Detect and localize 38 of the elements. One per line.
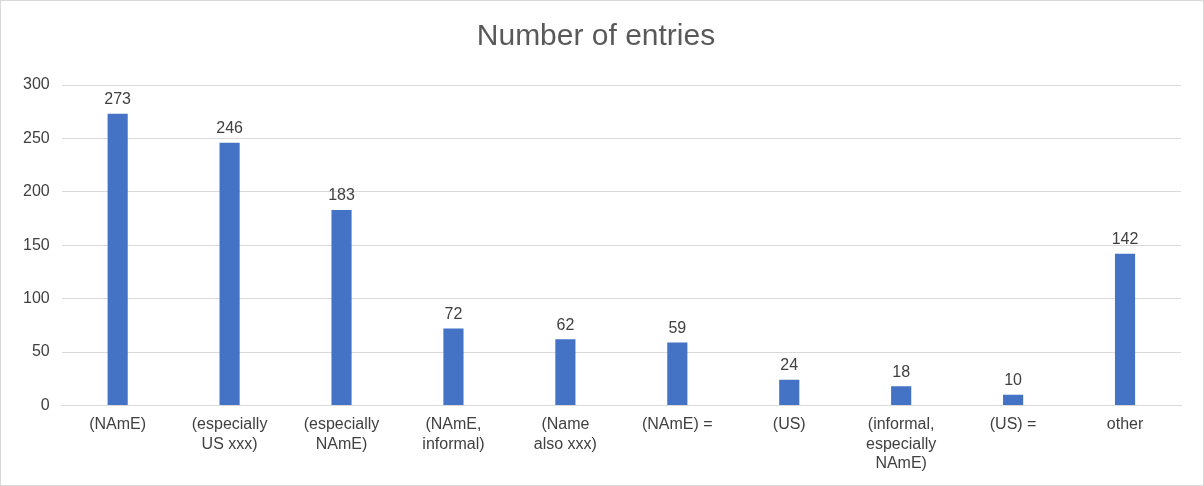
x-tick-label: (US) =: [989, 415, 1037, 433]
data-label: 62: [556, 315, 575, 333]
y-tick-label: 300: [22, 75, 50, 93]
x-tick-label: other: [1106, 415, 1144, 433]
bar: [1114, 253, 1136, 405]
bar: [219, 142, 240, 405]
bar: [667, 342, 688, 405]
data-label: 18: [892, 362, 911, 380]
data-label: 183: [328, 186, 355, 204]
data-label: 142: [1111, 230, 1139, 248]
x-tick-label: (especially NAmE): [303, 415, 380, 452]
y-tick-label: 100: [22, 289, 50, 307]
x-tick-label: (especially US xxx): [191, 415, 268, 452]
x-tick-label: (NAmE, informal): [422, 415, 485, 452]
y-tick-label: 150: [22, 235, 50, 253]
y-tick-label: 0: [40, 395, 50, 413]
x-tick-label: (NAmE): [89, 415, 147, 433]
bar: [107, 113, 128, 405]
y-tick-label: 250: [22, 128, 50, 146]
bar: [779, 379, 800, 405]
bar: [555, 339, 576, 405]
bar: [1003, 394, 1024, 405]
data-label: 10: [1004, 371, 1023, 389]
data-label: 24: [780, 356, 799, 374]
data-label: 72: [444, 304, 463, 322]
bar: [891, 386, 912, 405]
bar: [443, 328, 464, 405]
chart-title: Number of entries: [476, 18, 716, 52]
data-label: 273: [104, 90, 132, 108]
x-tick-label: (informal, especially NAmE): [866, 415, 937, 471]
bar: [331, 209, 352, 405]
x-tick-label: (US): [772, 415, 806, 433]
data-label: 246: [216, 119, 244, 137]
x-tick-label: (Name also xxx): [533, 415, 597, 452]
data-label: 59: [668, 318, 687, 336]
x-tick-label: (NAmE) =: [641, 415, 713, 433]
y-tick-label: 200: [22, 182, 50, 200]
y-tick-label: 50: [31, 342, 50, 360]
